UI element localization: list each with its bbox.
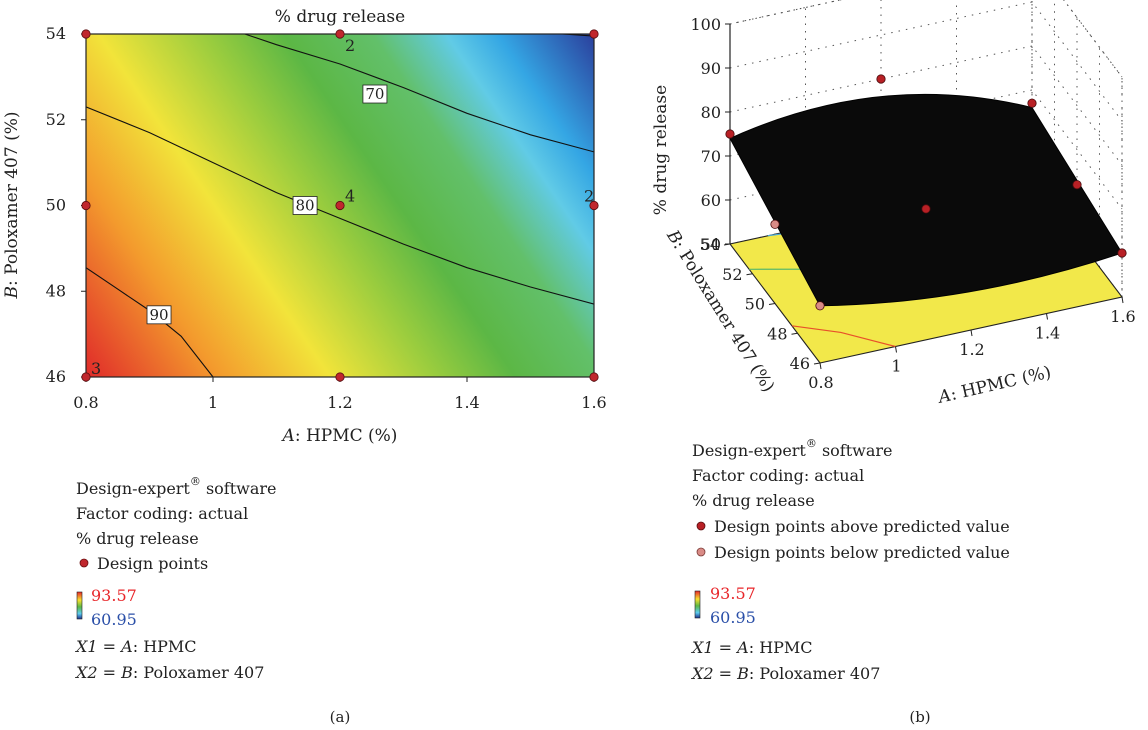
below-point-marker <box>697 548 705 556</box>
x-tick-mark <box>896 347 897 353</box>
y-tick-label: 48 <box>46 281 66 300</box>
contour-label-90: 90 <box>149 306 168 324</box>
legend-a: Design-expert® software Factor coding: a… <box>74 475 277 682</box>
y-axis-ticks: 46 48 50 52 54 <box>46 24 86 386</box>
design-point <box>590 373 598 381</box>
response-line: % drug release <box>692 491 815 510</box>
y-tick-label: 52 <box>46 110 66 129</box>
color-scale-bar <box>695 591 700 618</box>
y-tick-mark <box>792 333 798 334</box>
design-point-count: 2 <box>345 36 355 55</box>
scale-max-label: 93.57 <box>91 586 137 605</box>
above-points-label: Design points above predicted value <box>714 517 1010 536</box>
z-tick-label: 90 <box>701 59 721 78</box>
z-tick-label: 80 <box>701 103 721 122</box>
design-point-above <box>922 205 930 213</box>
below-points-label: Design points below predicted value <box>714 543 1010 562</box>
design-point-count: 2 <box>584 187 594 206</box>
contour-title: % drug release <box>275 7 405 27</box>
x2-definition: X2 = B: Poloxamer 407 <box>690 664 880 683</box>
contour-label-80: 80 <box>296 197 315 215</box>
response-line: % drug release <box>76 529 199 548</box>
design-point-above <box>1118 249 1126 257</box>
y-tick-mark <box>814 363 820 364</box>
design-point-below <box>816 302 824 310</box>
factor-coding-line: Factor coding: actual <box>76 504 248 523</box>
x-tick-label: 1 <box>891 357 901 376</box>
x-tick-mark <box>971 330 972 336</box>
x-tick-label: 1.2 <box>327 393 352 412</box>
design-point <box>336 201 344 209</box>
z-gridline <box>730 0 1122 77</box>
design-point <box>82 201 90 209</box>
x-tick-label: 1.6 <box>581 393 606 412</box>
design-point-below <box>771 220 779 228</box>
contour-label-70: 70 <box>365 85 384 103</box>
z-tick-label: 70 <box>701 147 721 166</box>
x-tick-label: 0.8 <box>73 393 98 412</box>
y-tick-mark <box>747 274 753 275</box>
design-point-count: 4 <box>345 187 355 206</box>
design-point <box>336 30 344 38</box>
design-point-above <box>1073 181 1081 189</box>
design-point <box>336 373 344 381</box>
y-tick-mark <box>724 244 730 245</box>
y-tick-label: 50 <box>745 295 765 314</box>
box-edge <box>1032 0 1122 77</box>
software-line: Design-expert® software <box>692 437 893 460</box>
x-tick-label: 1 <box>208 393 218 412</box>
x-tick-mark <box>1122 297 1123 303</box>
design-point-count: 3 <box>91 359 101 378</box>
scale-min-label: 60.95 <box>91 610 137 629</box>
y-tick-label: 52 <box>722 265 742 284</box>
factor-coding-line: Factor coding: actual <box>692 466 864 485</box>
design-point <box>82 30 90 38</box>
design-point-above <box>1028 99 1036 107</box>
above-point-marker <box>697 522 705 530</box>
x-axis-title-3d: A: HPMC (%) <box>935 362 1053 408</box>
x-tick-label: 1.4 <box>454 393 479 412</box>
scale-max-label: 93.57 <box>710 584 756 603</box>
panel-label-b: (b) <box>909 708 930 726</box>
scale-min-label: 60.95 <box>710 608 756 627</box>
x2-definition: X2 = B: Poloxamer 407 <box>74 663 264 682</box>
y-tick-label: 54 <box>700 235 720 254</box>
x-tick-label: 1.6 <box>1110 307 1135 326</box>
x-tick-mark <box>820 363 821 369</box>
z-tick-label: 100 <box>690 15 721 34</box>
x1-definition: X1 = A: HPMC <box>74 637 197 656</box>
panel-label-a: (a) <box>330 708 351 726</box>
y-tick-label: 46 <box>46 367 66 386</box>
design-point <box>590 30 598 38</box>
legend-b: Design-expert® software Factor coding: a… <box>690 437 1010 683</box>
y-tick-label: 50 <box>46 196 66 215</box>
x-tick-label: 1.4 <box>1035 324 1060 343</box>
x-tick-label: 0.8 <box>808 373 833 392</box>
x-tick-label: 1.2 <box>959 340 984 359</box>
x-axis-ticks: 0.8 1 1.2 1.4 1.6 <box>73 377 606 412</box>
y-tick-label: 54 <box>46 24 66 43</box>
x-tick-mark <box>1047 314 1048 320</box>
y-tick-label: 46 <box>790 354 810 373</box>
z-axis-title: % drug release <box>651 85 671 215</box>
software-line: Design-expert® software <box>76 475 277 498</box>
x-axis-title: A: HPMC (%) <box>281 426 398 446</box>
design-point-above <box>877 75 885 83</box>
design-point <box>82 373 90 381</box>
z-tick-label: 60 <box>701 191 721 210</box>
design-point-above <box>726 130 734 138</box>
y-tick-mark <box>769 304 775 305</box>
y-tick-label: 48 <box>767 324 787 343</box>
x1-definition: X1 = A: HPMC <box>690 638 813 657</box>
design-point-marker <box>80 559 88 567</box>
contour-panel: % drug release 0.8 1 1.2 1.4 1.6 4648505254 … <box>2 7 607 726</box>
design-points-label: Design points <box>97 554 208 573</box>
y-axis-title: B: Poloxamer 407 (%) <box>2 112 22 300</box>
color-scale-bar <box>77 592 82 619</box>
